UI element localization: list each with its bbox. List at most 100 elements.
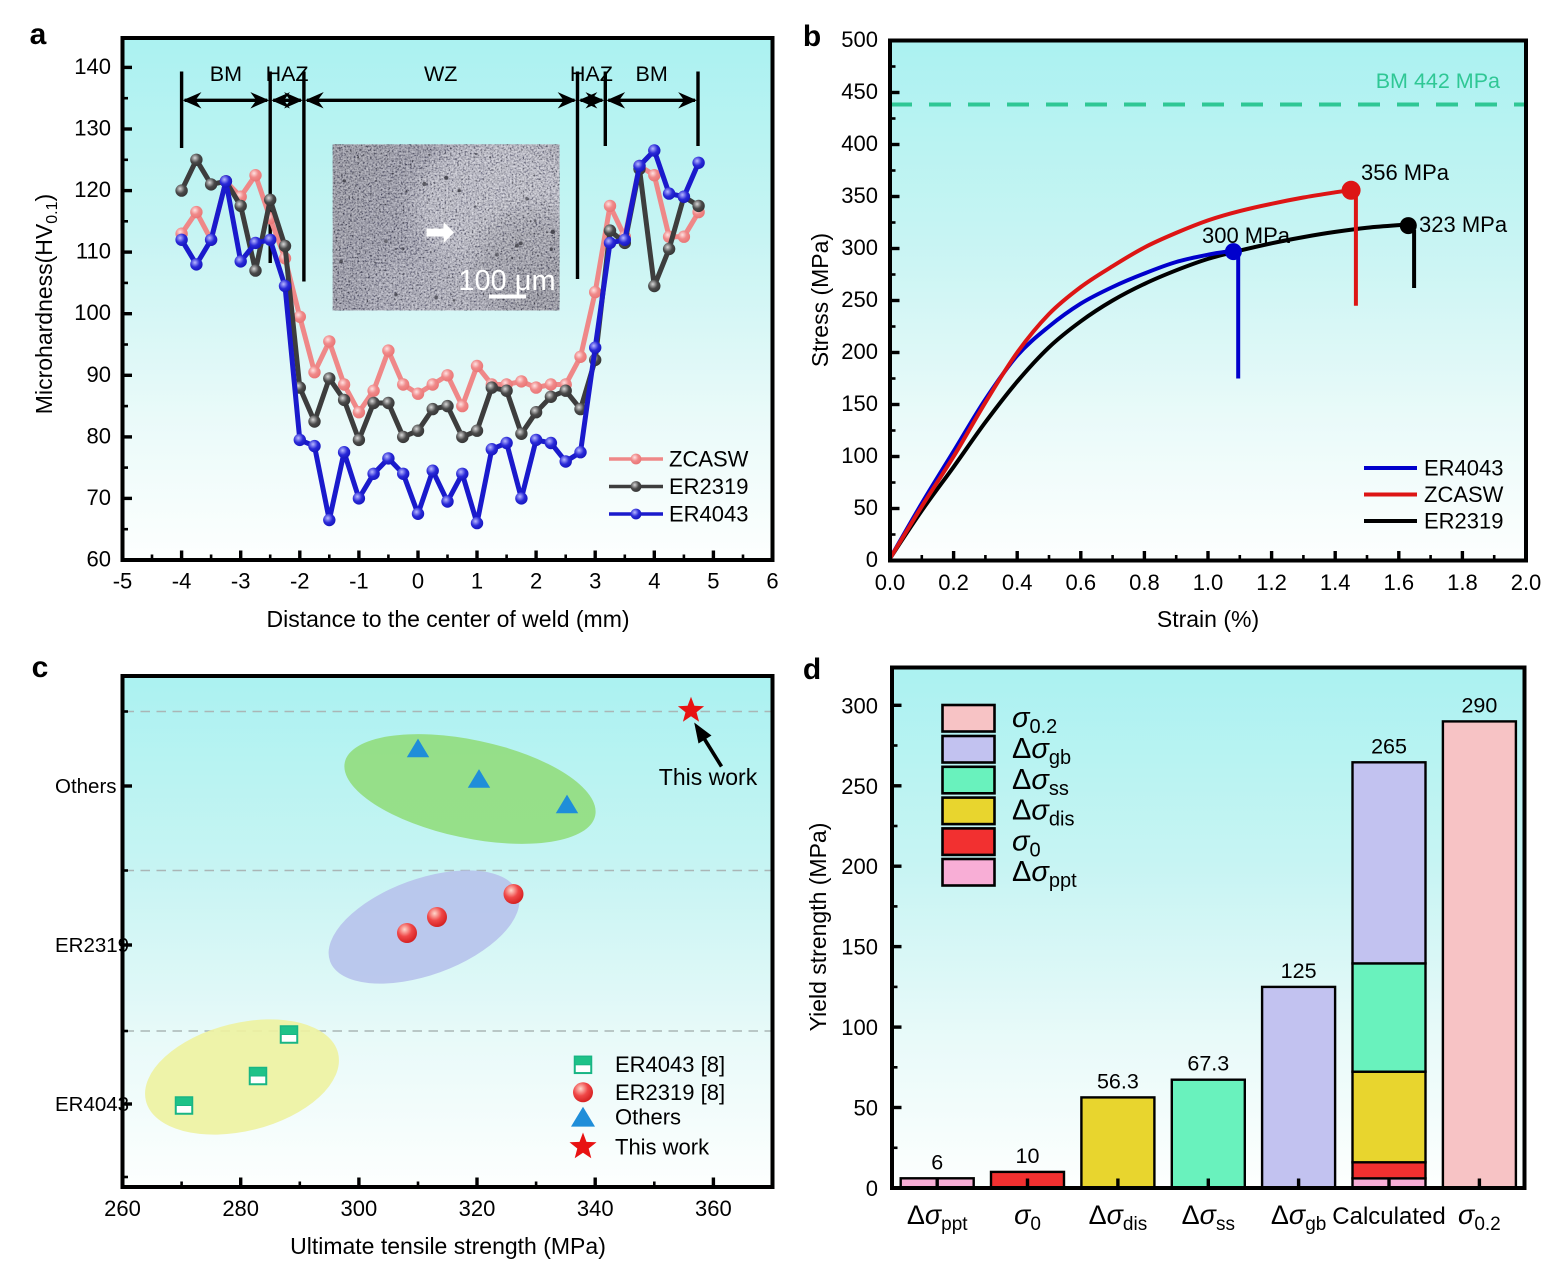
svg-text:WZ: WZ — [424, 62, 457, 86]
svg-text:110: 110 — [76, 239, 111, 264]
svg-text:6: 6 — [766, 569, 778, 594]
svg-text:This work: This work — [659, 764, 758, 790]
svg-text:σ0: σ0 — [1014, 1200, 1041, 1235]
svg-text:Yield strength (MPa): Yield strength (MPa) — [805, 823, 831, 1032]
svg-text:ER4043: ER4043 — [1424, 456, 1504, 481]
svg-text:Δσdis: Δσdis — [1012, 795, 1074, 831]
svg-text:1.4: 1.4 — [1320, 570, 1351, 595]
svg-text:-1: -1 — [349, 569, 369, 594]
svg-text:1.2: 1.2 — [1256, 570, 1287, 595]
svg-text:67.3: 67.3 — [1187, 1052, 1229, 1076]
svg-text:Others: Others — [615, 1105, 681, 1130]
svg-text:350: 350 — [841, 183, 878, 208]
svg-text:100: 100 — [74, 300, 111, 325]
svg-text:320: 320 — [459, 1196, 496, 1221]
svg-text:100: 100 — [841, 443, 878, 468]
svg-text:0.6: 0.6 — [1066, 570, 1097, 595]
svg-text:-4: -4 — [172, 569, 192, 594]
svg-text:200: 200 — [841, 339, 878, 364]
svg-text:80: 80 — [87, 423, 111, 448]
svg-text:-3: -3 — [231, 569, 251, 594]
svg-text:250: 250 — [841, 774, 878, 799]
svg-text:356 MPa: 356 MPa — [1361, 160, 1450, 185]
svg-text:-2: -2 — [290, 569, 310, 594]
svg-text:300: 300 — [841, 235, 878, 260]
svg-text:This work: This work — [615, 1135, 710, 1160]
svg-text:ER2319: ER2319 — [1424, 509, 1504, 534]
svg-text:4: 4 — [648, 569, 660, 594]
svg-text:3: 3 — [589, 569, 601, 594]
svg-text:10: 10 — [1016, 1144, 1040, 1168]
svg-text:90: 90 — [87, 362, 111, 387]
svg-text:300: 300 — [341, 1196, 378, 1221]
svg-text:σ0.2: σ0.2 — [1458, 1200, 1501, 1235]
svg-text:400: 400 — [841, 131, 878, 156]
svg-text:0.8: 0.8 — [1129, 570, 1160, 595]
svg-text:0.2: 0.2 — [938, 570, 969, 595]
svg-text:5: 5 — [707, 569, 719, 594]
svg-text:6: 6 — [931, 1150, 943, 1174]
svg-text:265: 265 — [1371, 734, 1407, 758]
svg-text:0: 0 — [866, 1176, 878, 1201]
svg-text:d: d — [803, 653, 821, 686]
svg-text:2: 2 — [530, 569, 542, 594]
svg-text:c: c — [32, 651, 49, 684]
svg-text:Strain (%): Strain (%) — [1157, 606, 1259, 632]
svg-text:360: 360 — [695, 1196, 732, 1221]
svg-text:-5: -5 — [113, 569, 133, 594]
svg-text:a: a — [30, 18, 47, 51]
svg-text:ER4043: ER4043 — [55, 1093, 129, 1116]
svg-text:130: 130 — [74, 115, 111, 140]
svg-text:ZCASW: ZCASW — [669, 447, 749, 472]
svg-text:250: 250 — [841, 287, 878, 312]
svg-text:500: 500 — [841, 27, 878, 52]
svg-text:ER2319: ER2319 — [55, 934, 129, 957]
svg-text:Stress (MPa): Stress (MPa) — [807, 233, 833, 367]
svg-text:0: 0 — [412, 569, 424, 594]
svg-text:Microhardness(HV0.1): Microhardness(HV0.1) — [31, 194, 61, 414]
svg-text:150: 150 — [841, 935, 878, 960]
svg-text:100 μm: 100 μm — [458, 265, 555, 297]
svg-text:340: 340 — [577, 1196, 614, 1221]
svg-text:1: 1 — [471, 569, 483, 594]
svg-text:2.0: 2.0 — [1511, 570, 1542, 595]
svg-text:60: 60 — [87, 547, 111, 572]
svg-text:56.3: 56.3 — [1097, 1069, 1139, 1093]
svg-text:ER2319: ER2319 — [669, 474, 749, 499]
svg-text:290: 290 — [1461, 693, 1497, 717]
svg-text:300: 300 — [841, 693, 878, 718]
svg-text:150: 150 — [841, 391, 878, 416]
svg-text:Calculated: Calculated — [1332, 1203, 1445, 1230]
svg-text:Ultimate tensile strength (MPa: Ultimate tensile strength (MPa) — [290, 1233, 606, 1259]
svg-text:50: 50 — [854, 1096, 878, 1121]
svg-text:Δσppt: Δσppt — [1012, 856, 1077, 892]
svg-text:ER4043 [8]: ER4043 [8] — [615, 1052, 725, 1077]
svg-text:260: 260 — [104, 1196, 141, 1221]
svg-text:125: 125 — [1281, 959, 1317, 983]
svg-text:Others: Others — [55, 775, 117, 798]
svg-text:0.4: 0.4 — [1002, 570, 1033, 595]
svg-text:200: 200 — [841, 854, 878, 879]
svg-text:BM: BM — [210, 62, 242, 86]
svg-text:b: b — [803, 20, 821, 53]
svg-text:1.6: 1.6 — [1384, 570, 1415, 595]
svg-text:HAZ: HAZ — [570, 62, 613, 86]
svg-text:BM 442 MPa: BM 442 MPa — [1376, 69, 1500, 93]
svg-text:BM: BM — [636, 62, 668, 86]
svg-text:ER2319 [8]: ER2319 [8] — [615, 1080, 725, 1105]
svg-text:0.0: 0.0 — [875, 570, 906, 595]
svg-text:0: 0 — [866, 547, 878, 572]
svg-text:ZCASW: ZCASW — [1424, 482, 1504, 507]
svg-text:140: 140 — [74, 54, 111, 79]
svg-text:HAZ: HAZ — [266, 62, 309, 86]
svg-text:1.0: 1.0 — [1193, 570, 1224, 595]
svg-text:323 MPa: 323 MPa — [1419, 212, 1508, 237]
svg-text:ER4043: ER4043 — [669, 502, 749, 527]
svg-text:σ0.2: σ0.2 — [1012, 702, 1057, 738]
svg-text:280: 280 — [222, 1196, 259, 1221]
svg-text:120: 120 — [74, 177, 111, 202]
svg-text:Distance to the center of weld: Distance to the center of weld (mm) — [266, 606, 629, 632]
svg-text:50: 50 — [854, 495, 878, 520]
svg-text:1.8: 1.8 — [1447, 570, 1478, 595]
svg-text:Δσss: Δσss — [1012, 764, 1069, 800]
